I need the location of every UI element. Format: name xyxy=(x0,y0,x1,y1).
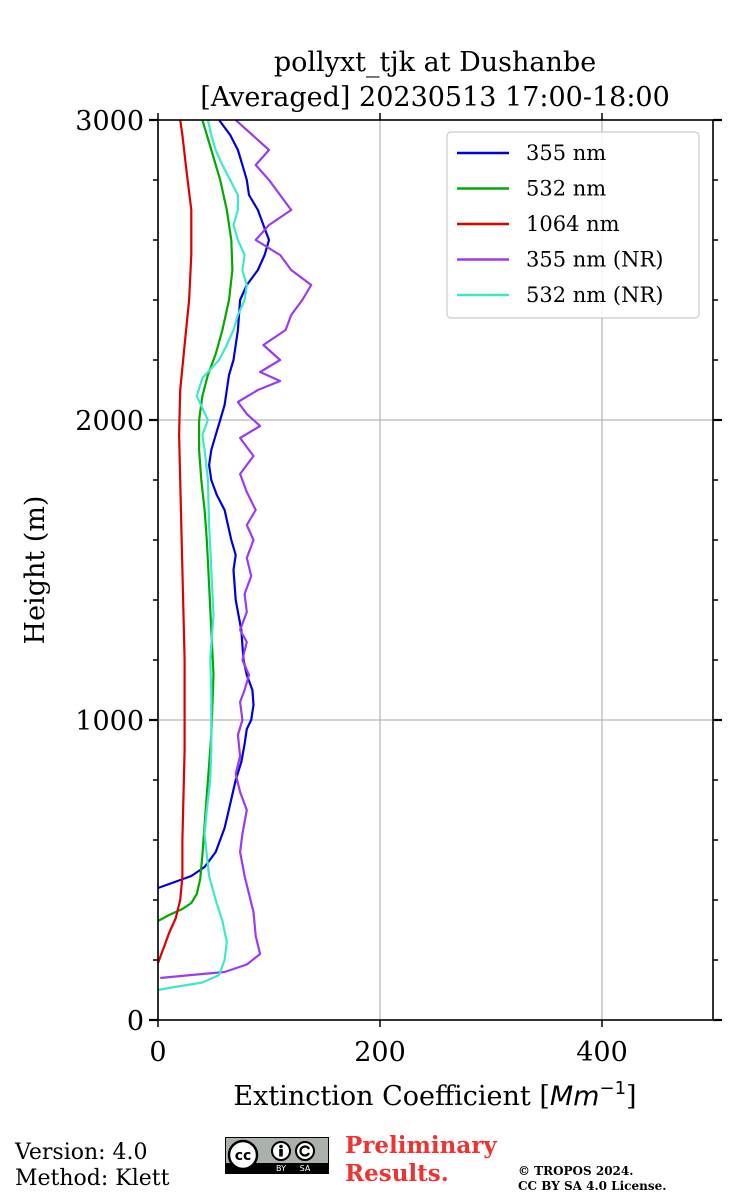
y-tick-label: 3000 xyxy=(75,106,144,137)
x-axis-label-prefix: Extinction Coefficient [ xyxy=(233,1081,549,1112)
preliminary-line2: Results. xyxy=(345,1160,449,1187)
y-tick-label: 1000 xyxy=(75,706,144,737)
series-line-532-nm-nr xyxy=(157,119,248,992)
method-text: Method: Klett xyxy=(15,1166,170,1191)
legend-label: 532 nm xyxy=(526,177,606,201)
x-axis-label-exponent: −1 xyxy=(599,1078,626,1099)
legend-label: 532 nm (NR) xyxy=(526,283,663,307)
license-sa: SA xyxy=(300,1164,311,1173)
x-tick-label: 200 xyxy=(354,1037,406,1068)
y-tick-label: 0 xyxy=(127,1006,144,1037)
x-tick-label: 400 xyxy=(576,1037,628,1068)
legend: 355 nm 532 nm 1064 nm 355 nm (NR) 532 nm (NR… xyxy=(446,131,700,319)
series-line-355-nm-nr xyxy=(160,119,313,980)
copyright-line1: © TROPOS 2024. xyxy=(518,1164,634,1178)
extinction-chart: pollyxt_tjk at Dushanbe [Averaged] 20230… xyxy=(20,47,722,1112)
legend-label: 1064 nm xyxy=(526,212,620,236)
preliminary-results-text: Preliminary Results. xyxy=(345,1132,497,1188)
version-text: Version: 4.0 xyxy=(15,1140,148,1165)
license-by: BY xyxy=(276,1164,286,1173)
preliminary-line1: Preliminary xyxy=(345,1132,497,1159)
x-axis-label: Extinction Coefficient [Mm−1] xyxy=(233,1078,636,1112)
copyright-text: © TROPOS 2024. CC BY SA 4.0 License. xyxy=(518,1164,666,1194)
copyright-line2: CC BY SA 4.0 License. xyxy=(518,1179,667,1193)
y-axis-label: Height (m) xyxy=(20,496,51,645)
cc-by-sa-license-icon: cc BY SA xyxy=(225,1137,329,1174)
legend-box xyxy=(446,131,700,319)
axis-tick-labels: 0 200 400 0 1000 2000 3000 xyxy=(75,106,627,1068)
y-tick-label: 2000 xyxy=(75,406,144,437)
axis-ticks xyxy=(149,113,722,1027)
legend-label: 355 nm xyxy=(526,141,606,165)
x-axis-label-unit: Mm xyxy=(550,1081,600,1112)
x-tick-label: 0 xyxy=(149,1037,166,1068)
plot-frame xyxy=(157,119,714,1021)
chart-title-line1: pollyxt_tjk at Dushanbe xyxy=(274,47,596,78)
legend-label: 355 nm (NR) xyxy=(526,248,663,272)
series-line-1064-nm xyxy=(156,119,193,964)
series-lines xyxy=(156,119,313,992)
license-cc: cc xyxy=(235,1148,252,1164)
x-axis-label-suffix: ] xyxy=(626,1081,637,1112)
chart-title-line2: [Averaged] 20230513 17:00-18:00 xyxy=(200,82,670,113)
series-line-355-nm xyxy=(157,119,271,890)
series-line-532-nm xyxy=(157,119,234,922)
